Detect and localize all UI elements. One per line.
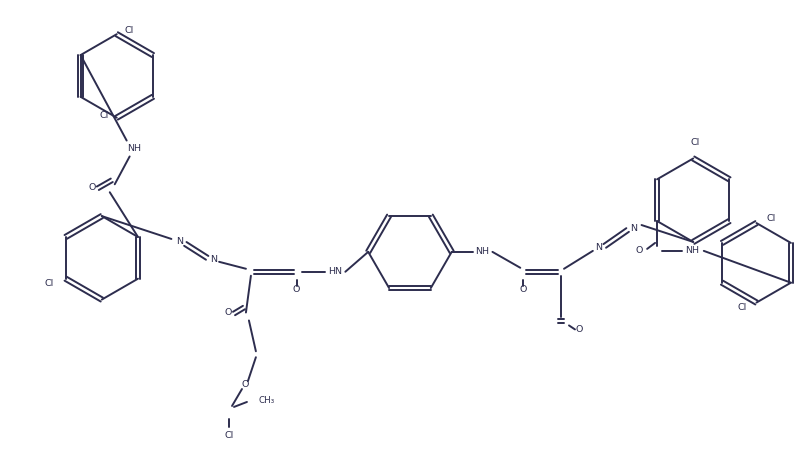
Text: Cl: Cl (44, 279, 54, 288)
Text: N: N (209, 255, 217, 264)
Text: O: O (634, 246, 642, 255)
Text: CH₃: CH₃ (258, 396, 275, 406)
Text: Cl: Cl (124, 26, 134, 35)
Text: NH: NH (128, 144, 141, 153)
Text: O: O (519, 285, 526, 294)
Text: N: N (630, 224, 636, 232)
Text: N: N (176, 237, 183, 247)
Text: O: O (574, 325, 582, 334)
Text: Cl: Cl (690, 138, 699, 147)
Text: O: O (224, 308, 232, 317)
Text: NH: NH (684, 246, 698, 255)
Text: O: O (88, 183, 95, 192)
Text: Cl: Cl (99, 111, 108, 120)
Text: Cl: Cl (765, 213, 775, 223)
Text: O: O (241, 379, 249, 389)
Text: O: O (293, 285, 300, 294)
Text: N: N (594, 243, 602, 252)
Text: NH: NH (475, 248, 489, 256)
Text: Cl: Cl (224, 431, 233, 440)
Text: Cl: Cl (736, 303, 746, 312)
Text: HN: HN (328, 267, 342, 276)
